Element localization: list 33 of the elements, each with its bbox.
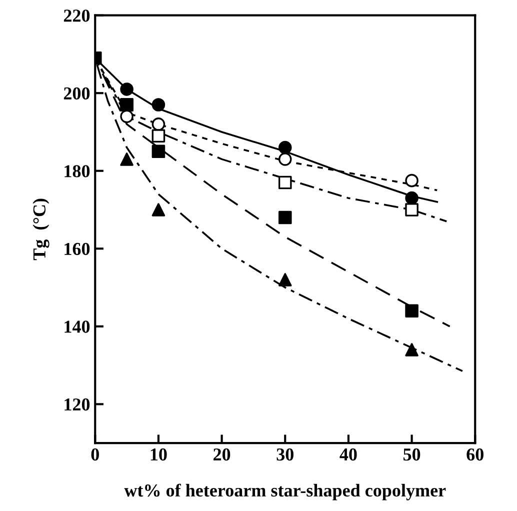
point (152, 203, 166, 216)
point (152, 118, 166, 131)
point (278, 152, 292, 166)
y-tick-label: 180 (64, 165, 90, 178)
x-tick-label: 60 (466, 448, 484, 461)
y-tick-label: 160 (64, 242, 90, 256)
point (152, 144, 166, 158)
point (278, 210, 292, 224)
x-tick-label: 10 (150, 448, 167, 461)
point (405, 304, 418, 318)
point (405, 191, 418, 205)
point (405, 174, 418, 188)
x-axis-title: wt% of heteroarm star-shaped copolymer (124, 484, 446, 500)
y-tick-label: 200 (64, 87, 90, 100)
x-tick-label: 30 (276, 448, 294, 461)
y-tick-label: 120 (64, 398, 90, 411)
point (152, 98, 166, 112)
point (278, 140, 292, 154)
point (278, 273, 292, 286)
x-tick-label: 40 (340, 448, 357, 461)
point (120, 152, 134, 166)
x-tick-label: 50 (403, 448, 420, 461)
x-tick-label: 0 (91, 448, 99, 461)
point (152, 129, 166, 143)
point (120, 110, 134, 124)
point (405, 203, 418, 216)
x-tick-label: 20 (214, 448, 230, 461)
y-tick-label: 140 (64, 320, 90, 333)
y-axis-title: Tg (°C) (32, 198, 50, 260)
y-tick-label: 220 (64, 10, 90, 22)
point (278, 176, 292, 190)
point (120, 82, 134, 96)
point (405, 343, 418, 356)
